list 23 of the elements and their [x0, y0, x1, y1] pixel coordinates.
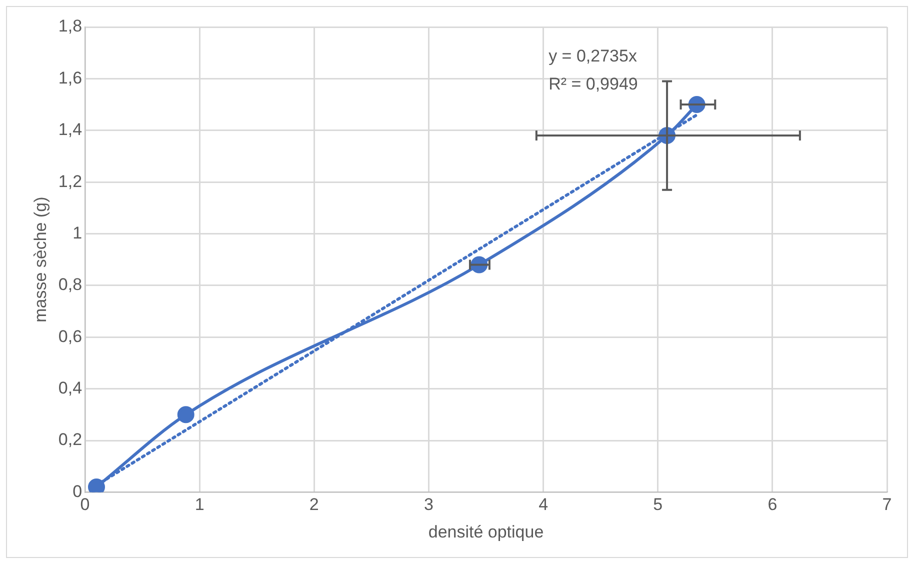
- y-tick-label: 1,6: [58, 68, 82, 88]
- x-tick-label: 7: [882, 495, 892, 514]
- x-tick-label: 1: [194, 495, 204, 514]
- point: [177, 406, 194, 424]
- y-tick-label: 1,4: [58, 120, 82, 140]
- x-tick-label: 6: [768, 495, 778, 514]
- y-tick-label: 0,8: [58, 275, 82, 294]
- y-tick-label: 0,6: [58, 326, 82, 346]
- x-tick-label: 2: [309, 495, 319, 514]
- x-tick-label: 3: [424, 495, 434, 514]
- y-axis-title: masse sèche (g): [30, 196, 50, 322]
- y-tick-label: 0,2: [58, 430, 82, 450]
- x-tick-label: 5: [653, 495, 663, 514]
- y-tick-label: 1: [72, 223, 82, 242]
- y-tick-label: 0,4: [58, 378, 82, 398]
- annotation: y = 0,2735x: [548, 46, 638, 66]
- x-axis-title: densité optique: [428, 522, 544, 542]
- x-tick-label: 4: [538, 495, 548, 514]
- y-tick-label: 1,2: [58, 172, 82, 191]
- y-tick-label: 0: [72, 482, 82, 501]
- point: [88, 478, 105, 492]
- y-tick-label: 1,8: [58, 16, 82, 36]
- annotation: R² = 0,9949: [548, 74, 638, 94]
